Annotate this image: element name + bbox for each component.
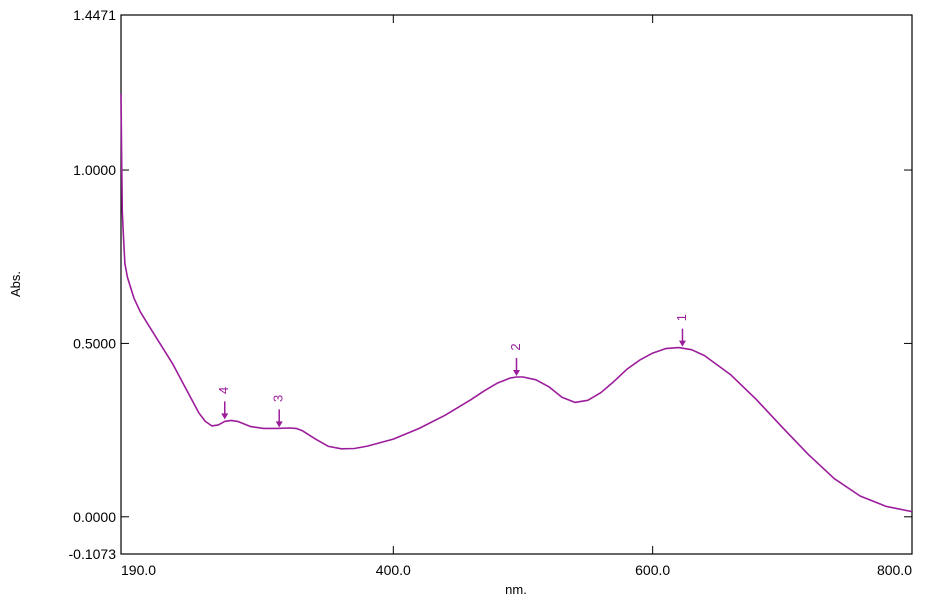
x-tick-label: 800.0 xyxy=(877,562,912,578)
y-tick-label: 0.5000 xyxy=(73,335,116,351)
x-tick-label: 190.0 xyxy=(121,562,156,578)
peak-markers: 1 2 3 4 xyxy=(216,314,689,428)
x-axis-title: nm. xyxy=(505,582,527,597)
peak-arrow-head xyxy=(678,340,686,347)
x-tick-labels: 190.0 400.0 600.0 800.0 xyxy=(121,562,912,578)
peak-label: 4 xyxy=(216,387,231,394)
peak-arrow-head xyxy=(275,421,283,428)
peak-marker: 4 xyxy=(216,387,231,420)
y-tick-label: 1.4471 xyxy=(73,7,116,23)
y-tick-label: -0.1073 xyxy=(69,546,117,562)
peak-marker: 2 xyxy=(508,343,523,377)
peak-marker: 1 xyxy=(674,314,689,347)
x-tick-label: 600.0 xyxy=(635,562,670,578)
peak-arrow-head xyxy=(221,413,229,420)
series-group xyxy=(120,93,913,513)
peak-label: 3 xyxy=(271,395,286,402)
peak-label: 2 xyxy=(508,343,523,350)
series-line xyxy=(120,93,913,513)
y-tick-labels: 1.4471 1.0000 0.5000 0.0000 -0.1073 xyxy=(69,7,117,562)
y-axis-title: Abs. xyxy=(8,271,23,297)
peak-label: 1 xyxy=(674,314,689,321)
ticks xyxy=(120,14,913,555)
y-tick-label: 1.0000 xyxy=(73,162,116,178)
y-tick-label: 0.0000 xyxy=(73,509,116,525)
plot-frame xyxy=(120,14,913,555)
peak-arrow-head xyxy=(513,370,520,377)
peak-marker: 3 xyxy=(271,395,286,428)
x-tick-label: 400.0 xyxy=(376,562,411,578)
